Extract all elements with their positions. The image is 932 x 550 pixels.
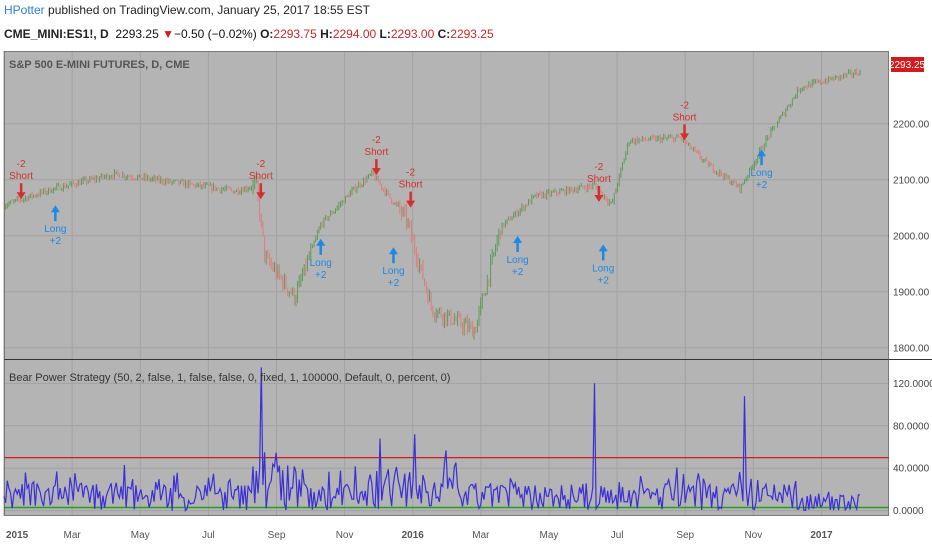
price-tick-label: 2100.00	[893, 175, 930, 186]
time-tick-label: Jul	[202, 530, 215, 541]
price-pane-bg	[4, 51, 889, 359]
long-arrow-head-icon	[513, 236, 523, 243]
open-value: 2293.75	[273, 27, 317, 41]
long-arrow-head-icon	[757, 149, 767, 157]
chart-frame	[4, 51, 889, 516]
oscillator-tick-label: 80.0000	[893, 421, 930, 432]
time-tick-label: Nov	[744, 530, 762, 541]
short-signal-label: Short	[587, 174, 611, 185]
axis-labels: 2200.00 2100.00 2000.00 1900.00 1800.00 120.0…	[893, 119, 932, 517]
chart-area[interactable]: Short-2Long+2Short-2Long+2Short-2Long+2S…	[0, 48, 932, 550]
publish-line: HPotter published on TradingView.com, Ja…	[4, 3, 370, 17]
long-signal-label: Long	[310, 258, 332, 269]
low-value: 2293.00	[390, 27, 435, 41]
short-signal-qty: -2	[406, 168, 415, 179]
oscillator-tick-label: 40.0000	[893, 464, 930, 475]
long-signal-label: Long	[750, 168, 772, 179]
price-axis-bg[interactable]	[889, 51, 932, 516]
grid-lines	[3, 51, 889, 516]
price-tick-label: 2000.00	[893, 231, 930, 242]
short-signal-label: Short	[364, 147, 388, 158]
high-value: 2294.00	[332, 27, 377, 41]
short-arrow-head-icon	[594, 195, 604, 202]
short-signal-qty: -2	[680, 100, 689, 111]
time-tick-label: Nov	[336, 530, 354, 541]
price-candles	[3, 68, 861, 340]
oscillator-tick-label: 120.0000	[893, 379, 932, 390]
time-tick-label: Sep	[676, 530, 694, 541]
time-tick-label: 2016	[402, 530, 425, 541]
strategy-signals: Short-2Long+2Short-2Long+2Short-2Long+2S…	[9, 100, 773, 289]
time-tick-label: Sep	[268, 530, 286, 541]
long-arrow-head-icon	[50, 205, 60, 213]
long-signal-label: Long	[382, 266, 404, 277]
open-label: O:	[260, 27, 274, 41]
down-arrow-icon: ▼	[162, 27, 174, 41]
long-arrow-head-icon	[316, 238, 326, 246]
high-label: H:	[320, 27, 333, 41]
short-arrow-head-icon	[680, 133, 690, 141]
short-arrow-head-icon	[371, 168, 381, 176]
publish-info: published on TradingView.com, January 25…	[44, 3, 371, 17]
close-label: C:	[437, 27, 451, 41]
price-tick-label: 2200.00	[893, 119, 930, 130]
time-tick-label: May	[540, 530, 559, 541]
long-arrow-head-icon	[388, 247, 398, 255]
last-price-tag-label: 2293.25	[889, 60, 926, 71]
time-tick-label: Mar	[472, 530, 490, 541]
short-signal-qty: -2	[17, 159, 26, 170]
short-signal-label: Short	[673, 112, 697, 123]
last-price-tag: 2293.25	[889, 57, 926, 72]
short-signal-label: Short	[9, 171, 33, 182]
long-signal-label: Long	[592, 263, 614, 274]
time-tick-label: May	[131, 530, 150, 541]
oscillator-tick-label: 0.0000	[893, 506, 924, 517]
long-signal-qty: +2	[512, 267, 524, 278]
time-tick-label: Mar	[64, 530, 82, 541]
time-axis-labels: 2015 Mar May Jul Sep Nov 2016 Mar May Jul Sep Nov 20…	[6, 530, 833, 541]
price-tick-label: 1900.00	[893, 287, 930, 298]
short-arrow-head-icon	[16, 192, 26, 200]
time-tick-label: Jul	[611, 530, 624, 541]
long-signal-qty: +2	[315, 270, 327, 281]
long-arrow-head-icon	[598, 244, 608, 252]
long-signal-qty: +2	[597, 275, 609, 286]
long-signal-label: Long	[506, 255, 528, 266]
long-signal-label: Long	[44, 224, 66, 235]
close-value: 2293.25	[450, 27, 494, 41]
oscillator-title: Bear Power Strategy (50, 2, false, 1, fa…	[9, 372, 450, 384]
short-signal-qty: -2	[372, 135, 381, 146]
long-signal-qty: +2	[388, 278, 400, 289]
price-chart-title: S&P 500 E-MINI FUTURES, D, CME	[9, 59, 190, 71]
long-signal-qty: +2	[756, 180, 768, 191]
price-tick-label: 1800.00	[893, 343, 930, 354]
symbol-name[interactable]: CME_MINI:ES1!, D	[4, 27, 109, 41]
time-tick-label: 2015	[6, 530, 29, 541]
long-signal-qty: +2	[50, 236, 62, 247]
time-tick-label: 2017	[810, 530, 833, 541]
short-signal-qty: -2	[594, 162, 603, 173]
short-signal-qty: -2	[256, 159, 265, 170]
symbol-line: CME_MINI:ES1!, D 2293.25 ▼−0.50 (−0.02%)…	[4, 27, 494, 41]
author-link[interactable]: HPotter	[4, 3, 45, 17]
oscillator-line	[3, 367, 860, 512]
short-arrow-head-icon	[256, 192, 266, 200]
price-change: −0.50 (−0.02%)	[173, 27, 257, 41]
low-label: L:	[379, 27, 391, 41]
bear-power-oscillator	[3, 367, 889, 512]
short-arrow-head-icon	[406, 200, 416, 208]
short-signal-label: Short	[249, 171, 273, 182]
last-price: 2293.25	[115, 27, 159, 41]
short-signal-label: Short	[399, 180, 423, 191]
